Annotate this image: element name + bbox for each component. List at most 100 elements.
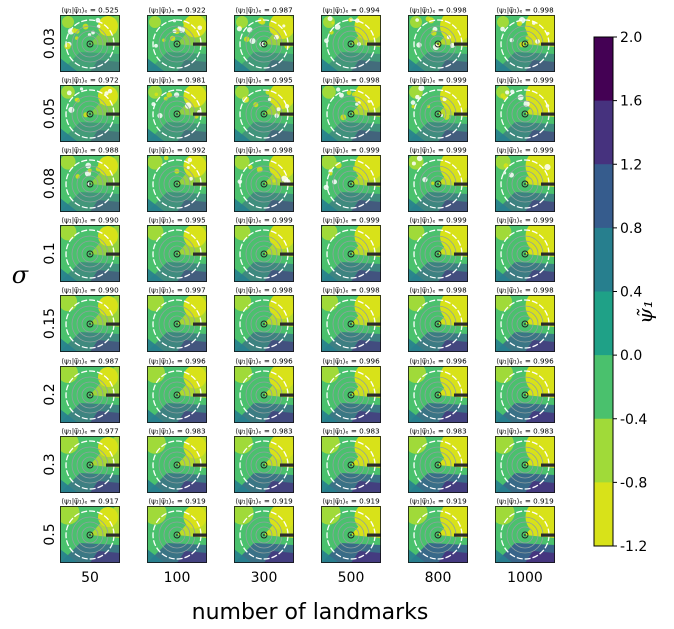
level-region	[321, 155, 337, 170]
contour-ring	[250, 100, 278, 128]
center-point	[89, 253, 91, 255]
obstacle-bar	[193, 533, 207, 537]
contour-ring	[255, 175, 273, 193]
x-tick-label: 50	[81, 570, 99, 586]
level-region	[495, 58, 513, 72]
colorbar-segment	[594, 164, 613, 229]
landmark-point	[416, 42, 422, 48]
obstacle-bar	[454, 182, 468, 186]
landmark-point	[95, 165, 102, 172]
obstacle-bar	[454, 42, 468, 46]
obstacle-bar	[193, 322, 207, 326]
panel-frame	[147, 295, 207, 352]
colorbar-tick-label: 0.4	[620, 285, 642, 301]
center-ring	[86, 110, 94, 118]
panel-frame	[408, 295, 468, 352]
contour-ring	[250, 521, 278, 549]
obstacle-bar	[541, 533, 555, 537]
contour-ring	[81, 526, 99, 544]
center-ring	[347, 391, 355, 399]
x-tick-label: 800	[425, 570, 452, 586]
landmark-point	[418, 85, 425, 92]
obstacle-bar	[106, 252, 120, 256]
landmark-point	[367, 99, 371, 103]
panel-title: ⟨ψ₁|ψ̃₁⟩ₑ = 0.996	[235, 357, 293, 366]
panel-title: ⟨ψ₁|ψ̃₁⟩ₑ = 0.999	[496, 216, 554, 225]
level-region	[264, 481, 294, 493]
landmark-point	[411, 104, 415, 109]
contour-ring	[163, 310, 191, 338]
panel-frame	[234, 15, 294, 72]
contour-ring	[81, 35, 99, 53]
panel-title: ⟨ψ₁|ψ̃₁⟩ₑ = 0.919	[409, 497, 467, 506]
contour-ring	[511, 381, 539, 409]
y-tick-label: 0.1	[42, 242, 58, 264]
landmark-point	[431, 181, 435, 185]
level-region	[60, 549, 78, 563]
panel-frame	[408, 15, 468, 72]
level-region	[177, 551, 207, 563]
center-point	[524, 394, 526, 396]
panel: ⟨ψ₁|ψ̃₁⟩ₑ = 0.996	[495, 357, 555, 423]
panel: ⟨ψ₁|ψ̃₁⟩ₑ = 0.996	[408, 357, 468, 423]
colorbar-segment	[594, 291, 613, 356]
panel-frame	[408, 225, 468, 282]
contour-ring	[337, 170, 365, 198]
panel: ⟨ψ₁|ψ̃₁⟩ₑ = 0.999	[408, 76, 468, 142]
contour-ring	[342, 175, 360, 193]
landmark-point	[425, 16, 431, 22]
panel: ⟨ψ₁|ψ̃₁⟩ₑ = 0.995	[234, 76, 294, 142]
contour-ring	[511, 100, 539, 128]
center-point	[350, 183, 352, 185]
contour-ring	[511, 451, 539, 479]
center-point	[437, 253, 439, 255]
center-point	[263, 43, 265, 45]
contour-ring	[516, 526, 534, 544]
panel-title: ⟨ψ₁|ψ̃₁⟩ₑ = 0.525	[61, 6, 118, 15]
panel-title: ⟨ψ₁|ψ̃₁⟩ₑ = 0.999	[235, 216, 293, 225]
level-region	[234, 366, 252, 383]
contour-ring	[342, 315, 360, 333]
panel: ⟨ψ₁|ψ̃₁⟩ₑ = 0.998	[321, 286, 381, 352]
level-region	[408, 436, 427, 454]
contour-ring	[81, 245, 99, 263]
contour-ring	[511, 170, 539, 198]
contour-ring	[342, 526, 360, 544]
level-region	[147, 366, 165, 383]
contour-ring	[337, 451, 365, 479]
center-point	[89, 323, 91, 325]
landmark-point	[454, 176, 458, 180]
panel: ⟨ψ₁|ψ̃₁⟩ₑ = 0.999	[321, 146, 381, 212]
landmark-point	[416, 155, 423, 162]
landmark-point	[500, 93, 506, 99]
landmark-point	[335, 162, 342, 169]
landmark-point	[331, 21, 335, 25]
level-region	[234, 198, 252, 212]
landmark-point	[544, 164, 551, 171]
contour-ring	[337, 100, 365, 128]
level-region	[60, 338, 78, 352]
panel: ⟨ψ₁|ψ̃₁⟩ₑ = 0.999	[408, 146, 468, 212]
panel-frame	[60, 295, 120, 352]
level-region	[321, 268, 339, 282]
obstacle-bar	[367, 252, 381, 256]
panel: ⟨ψ₁|ψ̃₁⟩ₑ = 0.990	[60, 286, 120, 352]
panel-title: ⟨ψ₁|ψ̃₁⟩ₑ = 0.998	[235, 146, 293, 155]
panel: ⟨ψ₁|ψ̃₁⟩ₑ = 0.983	[321, 427, 381, 493]
contour-ring	[255, 526, 273, 544]
contour-ring	[168, 526, 186, 544]
obstacle-bar	[367, 463, 381, 467]
obstacle-bar	[193, 393, 207, 397]
level-region	[438, 551, 468, 563]
obstacle-bar	[367, 322, 381, 326]
level-region	[321, 366, 339, 383]
panel-title: ⟨ψ₁|ψ̃₁⟩ₑ = 0.996	[409, 357, 467, 366]
level-region	[90, 340, 120, 352]
obstacle-bar	[454, 533, 468, 537]
center-point	[89, 183, 91, 185]
level-region	[354, 366, 381, 392]
landmark-point	[157, 112, 163, 119]
level-region	[354, 295, 381, 321]
center-ring	[347, 40, 355, 48]
obstacle-bar	[454, 393, 468, 397]
